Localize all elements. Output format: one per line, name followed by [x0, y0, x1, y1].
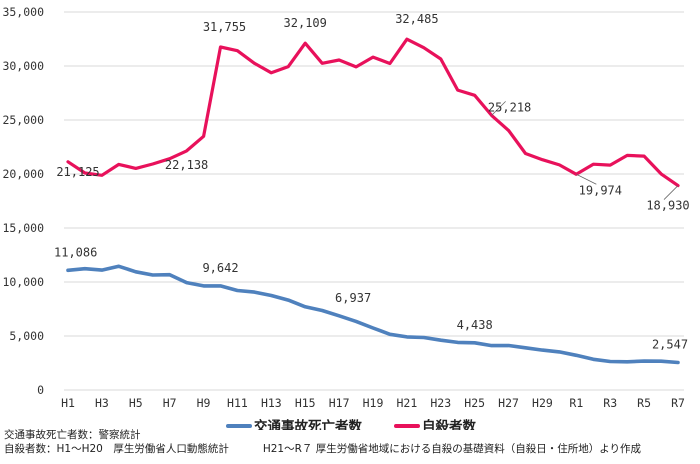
data-label: 25,218 — [488, 100, 531, 114]
data-label: 32,485 — [395, 12, 438, 26]
suicides-line — [66, 37, 680, 188]
y-tick-label: 10,000 — [2, 275, 44, 289]
y-tick-label: 20,000 — [2, 167, 44, 181]
traffic-deaths-line — [66, 264, 680, 365]
y-tick-label: 35,000 — [2, 5, 44, 19]
x-tick-label: H17 — [329, 396, 350, 410]
legend-label-traffic: 交通事故死亡者数 — [254, 418, 362, 430]
data-label-leader — [663, 185, 679, 200]
data-label: 21,125 — [56, 165, 99, 179]
legend-label-suicides: 自殺者数 — [422, 418, 476, 430]
x-tick-label: H13 — [261, 396, 282, 410]
x-tick-label: H21 — [396, 396, 417, 410]
x-tick-label: H3 — [95, 396, 109, 410]
y-tick-label: 15,000 — [2, 221, 44, 235]
data-label: 31,755 — [203, 20, 246, 34]
y-tick-label: 25,000 — [2, 113, 44, 127]
x-tick-label: R1 — [569, 396, 583, 410]
x-tick-label: H1 — [61, 396, 75, 410]
y-tick-label: 0 — [37, 383, 44, 397]
x-tick-label: H29 — [532, 396, 553, 410]
x-tick-label: H19 — [363, 396, 384, 410]
data-label: 22,138 — [165, 158, 208, 172]
source-note-traffic: 交通事故死亡者数：警察統計 — [4, 429, 141, 441]
source-notes: 交通事故死亡者数：警察統計 自殺者数：H1～H20 厚生労働省人口動態統計 H21… — [4, 428, 641, 456]
source-note-suicide: 自殺者数：H1～H20 厚生労働省人口動態統計 H21～R７ 厚生労働省地域におけ… — [4, 442, 641, 456]
data-label-leader — [491, 101, 506, 116]
data-label: 32,109 — [284, 16, 327, 30]
data-label: 4,438 — [457, 318, 493, 332]
data-label: 9,642 — [202, 261, 238, 275]
x-tick-label: R3 — [603, 396, 617, 410]
source-note-suicide-late: H21～R７ 厚生労働省地域における自殺の基礎資料（自殺日・住所地）より作成 — [262, 443, 642, 455]
x-tick-label: H15 — [295, 396, 316, 410]
x-tick-label: H27 — [498, 396, 519, 410]
x-tick-label: R5 — [637, 396, 651, 410]
data-label: 2,547 — [652, 337, 688, 351]
data-label: 19,974 — [579, 183, 622, 197]
data-label-leader — [576, 173, 597, 185]
x-tick-label: H9 — [197, 396, 211, 410]
source-note-suicide-early: 自殺者数：H1～H20 厚生労働省人口動態統計 — [4, 443, 229, 455]
x-tick-label: R7 — [671, 396, 685, 410]
y-tick-label: 30,000 — [2, 59, 44, 73]
x-tick-label: H11 — [227, 396, 248, 410]
y-tick-label: 5,000 — [9, 329, 44, 343]
x-tick-label: H23 — [430, 396, 451, 410]
x-tick-label: H25 — [464, 396, 485, 410]
x-tick-label: H7 — [163, 396, 177, 410]
x-tick-label: H5 — [129, 396, 143, 410]
data-label: 18,930 — [646, 199, 689, 213]
data-label: 11,086 — [54, 245, 97, 259]
data-label: 6,937 — [335, 291, 371, 305]
chart: 0 5,000 10,000 15,000 20,000 25,000 30,000 35,0… — [2, 5, 689, 430]
